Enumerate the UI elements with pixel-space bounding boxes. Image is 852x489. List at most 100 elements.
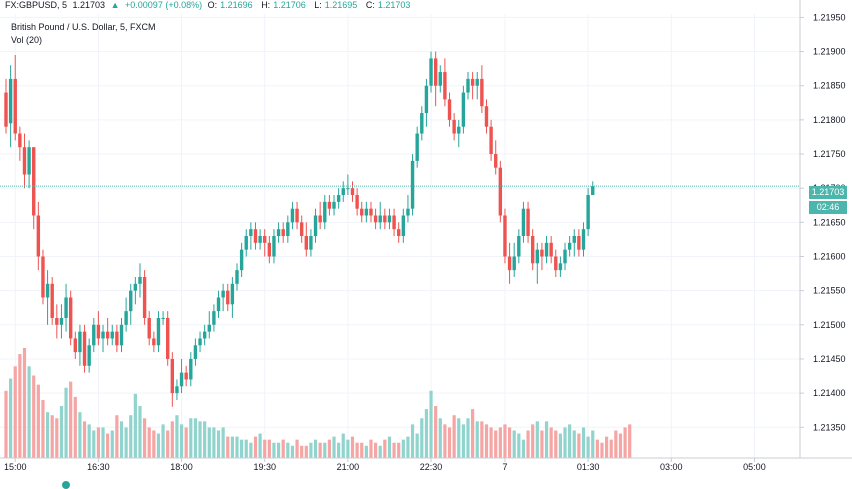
volume-bar xyxy=(457,418,461,458)
x-tick-label: 18:00 xyxy=(170,462,193,472)
candle xyxy=(179,358,184,394)
high-value: 1.21706 xyxy=(273,0,306,10)
volume-bar xyxy=(152,430,156,458)
candle-body xyxy=(355,195,359,209)
candle xyxy=(549,236,553,264)
volume-bar xyxy=(406,436,410,458)
volume-bar xyxy=(170,421,174,458)
candle xyxy=(447,92,452,127)
volume-bar xyxy=(581,427,586,458)
candle-body xyxy=(142,276,147,318)
candle-body xyxy=(563,249,567,264)
candle xyxy=(424,78,429,127)
candle xyxy=(101,324,105,353)
volume-bar xyxy=(119,421,124,458)
candle-body xyxy=(577,236,581,250)
candle-body xyxy=(295,208,299,223)
candle xyxy=(415,126,419,168)
candle-body xyxy=(263,236,267,243)
volume-bar xyxy=(313,439,318,458)
candle xyxy=(147,311,151,346)
candle xyxy=(18,126,22,161)
volume-bar xyxy=(143,418,147,458)
candle-body xyxy=(198,338,202,346)
volume-bar xyxy=(434,406,438,458)
candle xyxy=(420,106,424,141)
volume-bar xyxy=(554,430,558,458)
candle-body xyxy=(170,358,175,394)
candle xyxy=(8,65,13,148)
volume-bar xyxy=(438,418,442,458)
candle-body xyxy=(415,133,419,161)
candle-body xyxy=(475,78,479,86)
candle xyxy=(443,58,447,107)
y-tick-label: 1.21450 xyxy=(813,354,846,364)
symbol-header: FX:GBPUSD, 5 1.21703 ▲ +0.00097 (+0.08%)… xyxy=(5,0,416,10)
candle xyxy=(138,263,142,298)
candle xyxy=(530,229,535,271)
candle-body xyxy=(304,236,308,250)
candle xyxy=(581,222,586,257)
candle-body xyxy=(572,236,576,243)
candle-body xyxy=(59,317,64,325)
candle-body xyxy=(281,229,285,236)
candle xyxy=(401,208,406,243)
volume-bar xyxy=(364,445,368,458)
candle xyxy=(230,276,235,318)
candle-body xyxy=(286,222,290,236)
volume-bar xyxy=(18,354,22,458)
candle-body xyxy=(323,201,327,223)
candle xyxy=(544,236,549,264)
candle xyxy=(521,201,526,243)
volume-bar xyxy=(101,427,105,458)
candle xyxy=(498,160,503,223)
volume-bar xyxy=(203,421,207,458)
candle xyxy=(309,229,313,257)
volume-bar xyxy=(591,430,595,458)
candle-body xyxy=(212,311,216,325)
volume-bar xyxy=(461,424,465,458)
candle xyxy=(586,188,590,236)
candle xyxy=(4,78,8,134)
candle xyxy=(281,222,285,243)
volume-bar xyxy=(124,427,128,458)
volume-bar xyxy=(96,427,100,458)
candle-body xyxy=(36,215,41,257)
volume-bar xyxy=(577,433,581,458)
candle-body xyxy=(115,331,119,346)
candle-body xyxy=(105,331,110,339)
candle-body xyxy=(521,208,526,236)
candle xyxy=(470,72,475,100)
candle-body xyxy=(429,58,433,86)
volume-bar xyxy=(138,406,142,458)
volume-bar xyxy=(32,375,36,458)
volume-indicator-label[interactable]: Vol (20) xyxy=(11,35,43,45)
candle xyxy=(87,338,91,373)
candle-body xyxy=(22,147,27,175)
volume-bar xyxy=(281,439,285,458)
candle-body xyxy=(392,215,396,230)
volume-bar xyxy=(258,433,262,458)
candle-body xyxy=(230,283,235,305)
candle xyxy=(184,365,188,387)
volume-bar xyxy=(549,427,553,458)
candle xyxy=(212,304,216,332)
volume-bar xyxy=(498,427,502,458)
candle xyxy=(438,65,442,93)
candle xyxy=(466,72,470,100)
candle xyxy=(318,201,322,230)
volume-bar xyxy=(69,381,73,458)
candle-body xyxy=(4,92,8,127)
volume-bar xyxy=(230,436,234,458)
volume-bar xyxy=(198,421,202,458)
volume-bar xyxy=(4,390,8,458)
y-tick-label: 1.21600 xyxy=(813,251,846,261)
candle xyxy=(484,99,489,134)
candle-body xyxy=(207,324,211,332)
volume-bar xyxy=(568,424,572,458)
volume-bar xyxy=(184,427,188,458)
volume-bar xyxy=(45,412,50,458)
volume-bar xyxy=(332,436,336,458)
candle-body xyxy=(535,249,539,264)
